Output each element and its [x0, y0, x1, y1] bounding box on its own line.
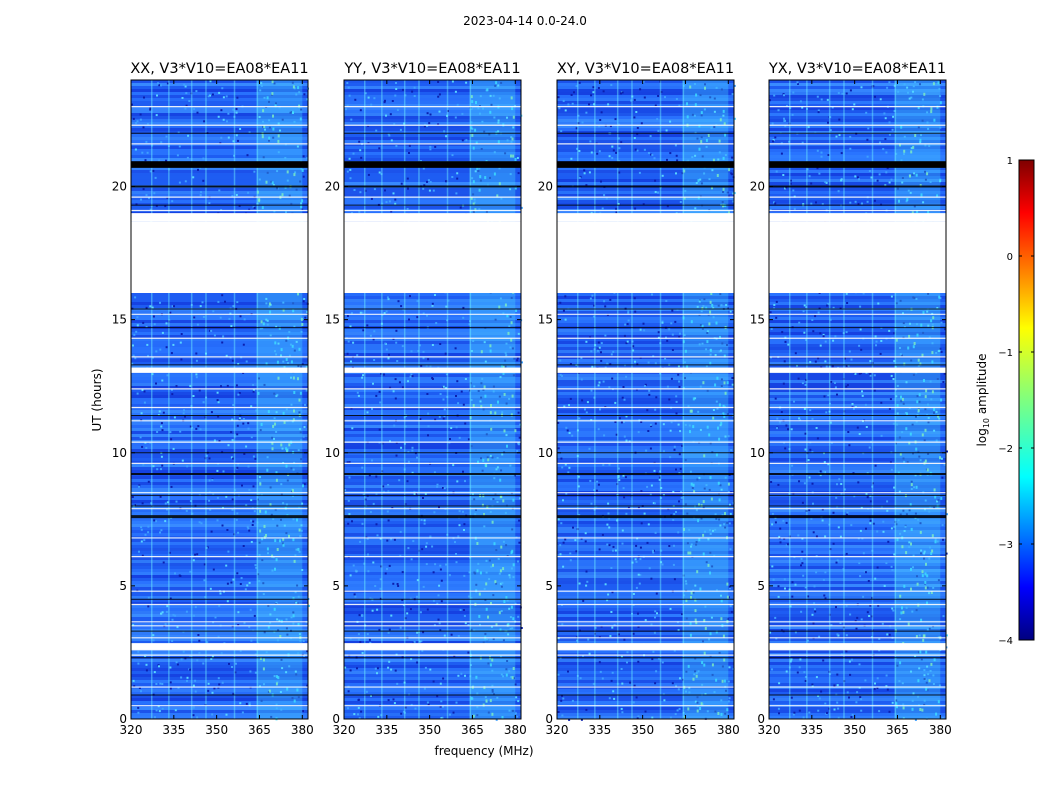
panel-3: XY, V3*V10=EA08*EA11 320 335 350 365 380 0 5 10 1…	[538, 61, 740, 737]
bright-band	[469, 80, 516, 719]
x-tick-label: 365	[674, 723, 697, 737]
x-tick-label: 335	[588, 723, 611, 737]
y-tick-label: 0	[545, 712, 553, 726]
x-tick-label: 350	[205, 723, 228, 737]
x-tick-label: 320	[120, 723, 143, 737]
panel-frame	[556, 79, 735, 720]
x-tick-label: 335	[800, 723, 823, 737]
y-tick-label: 5	[119, 579, 127, 593]
x-tick-label: 320	[333, 723, 356, 737]
flagged-band	[769, 161, 946, 168]
flagged-band	[557, 161, 734, 168]
x-tick-label: 320	[758, 723, 781, 737]
x-tick-label: 350	[843, 723, 866, 737]
y-tick-label: 15	[325, 313, 340, 327]
y-tick-label: 10	[538, 446, 553, 460]
x-tick-label: 380	[504, 723, 527, 737]
bright-band	[682, 80, 729, 719]
y-tick-label: 5	[545, 579, 553, 593]
colorbar-tick-label: −2	[998, 444, 1013, 455]
y-tick-label: 15	[750, 313, 765, 327]
x-tick-label: 320	[546, 723, 569, 737]
colorbar-label: log10 amplitude	[975, 354, 991, 447]
missing-data-gap	[557, 221, 734, 293]
figure-suptitle: 2023-04-14 0.0-24.0	[463, 14, 587, 28]
panel-4: YX, V3*V10=EA08*EA11 320 335 350 365 380 0 5 10 1…	[750, 61, 952, 737]
y-tick-label: 0	[332, 712, 340, 726]
panel-1: XX, V3*V10=EA08*EA11 320 335 350 365 380 0 5 10 1…	[112, 61, 314, 737]
y-tick-label: 10	[325, 446, 340, 460]
y-axis-label: UT (hours)	[90, 368, 104, 431]
y-tick-label: 10	[112, 446, 127, 460]
y-tick-label: 15	[538, 313, 553, 327]
x-tick-label: 380	[717, 723, 740, 737]
colorbar-tick-label: 0	[1007, 252, 1013, 263]
x-tick-label: 335	[375, 723, 398, 737]
panel-frame	[768, 79, 947, 720]
y-tick-label: 10	[750, 446, 765, 460]
panel-title: YY, V3*V10=EA08*EA11	[343, 61, 520, 77]
x-tick-label: 380	[291, 723, 314, 737]
y-tick-label: 0	[757, 712, 765, 726]
colorbar-tick-label: −3	[998, 540, 1013, 551]
colorbar	[1018, 159, 1035, 641]
y-tick-label: 5	[332, 579, 340, 593]
panel-title: XX, V3*V10=EA08*EA11	[130, 61, 308, 77]
panel-frame	[130, 79, 309, 720]
y-tick-label: 0	[119, 712, 127, 726]
colorbar-tick-label: 1	[1007, 156, 1013, 167]
x-tick-label: 350	[418, 723, 441, 737]
x-tick-label: 335	[162, 723, 185, 737]
y-tick-label: 5	[757, 579, 765, 593]
colorbar-tick-label: −1	[998, 348, 1013, 359]
x-tick-label: 380	[929, 723, 952, 737]
colorbar-tick-label: −4	[998, 636, 1013, 647]
x-tick-label: 365	[248, 723, 271, 737]
missing-data-gap	[344, 221, 521, 293]
y-tick-label: 20	[538, 180, 553, 194]
x-axis-label: frequency (MHz)	[434, 744, 533, 758]
flagged-band	[131, 161, 308, 168]
y-tick-label: 20	[750, 180, 765, 194]
flagged-band	[344, 161, 521, 168]
panel-title: YX, V3*V10=EA08*EA11	[768, 61, 946, 77]
bright-band	[256, 80, 303, 719]
missing-data-gap	[131, 221, 308, 293]
panel-frame	[343, 79, 522, 720]
x-tick-label: 350	[631, 723, 654, 737]
y-tick-label: 20	[112, 180, 127, 194]
x-tick-label: 365	[461, 723, 484, 737]
y-tick-label: 20	[325, 180, 340, 194]
panel-2: YY, V3*V10=EA08*EA11 320 335 350 365 380 0 5 10 1…	[325, 61, 527, 737]
missing-data-gap	[769, 221, 946, 293]
x-tick-label: 365	[886, 723, 909, 737]
panel-title: XY, V3*V10=EA08*EA11	[557, 61, 734, 77]
y-tick-label: 15	[112, 313, 127, 327]
